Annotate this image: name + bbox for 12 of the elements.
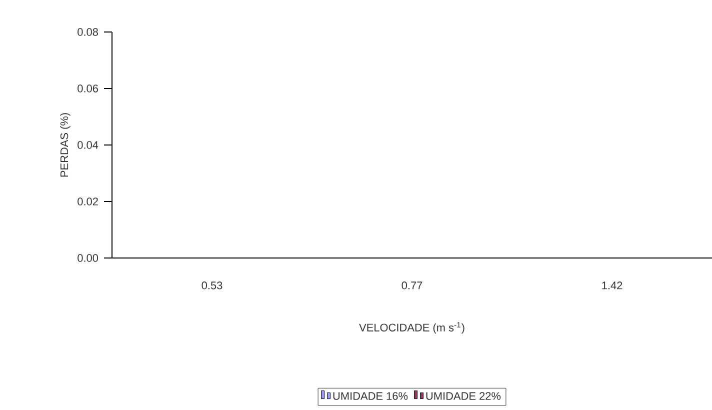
x-tick-label: 0.53 (202, 282, 222, 290)
x-tick-label: 1.42 (602, 282, 622, 290)
y-tick-label: 0.00 (78, 254, 98, 262)
y-tick-label: 0.08 (78, 28, 98, 36)
x-tick-label: 0.77 (402, 282, 422, 290)
legend-label: UMIDADE 16% (333, 392, 408, 400)
y-tick-label: 0.02 (78, 198, 98, 206)
x-axis-title: VELOCIDADE (m s$^{-1}$) (359, 322, 464, 334)
legend-label: UMIDADE 22% (426, 392, 501, 400)
y-tick-label: 0.04 (78, 141, 98, 149)
y-axis-title: PERDAS (%) (60, 113, 70, 177)
y-tick-label: 0.06 (78, 84, 98, 92)
